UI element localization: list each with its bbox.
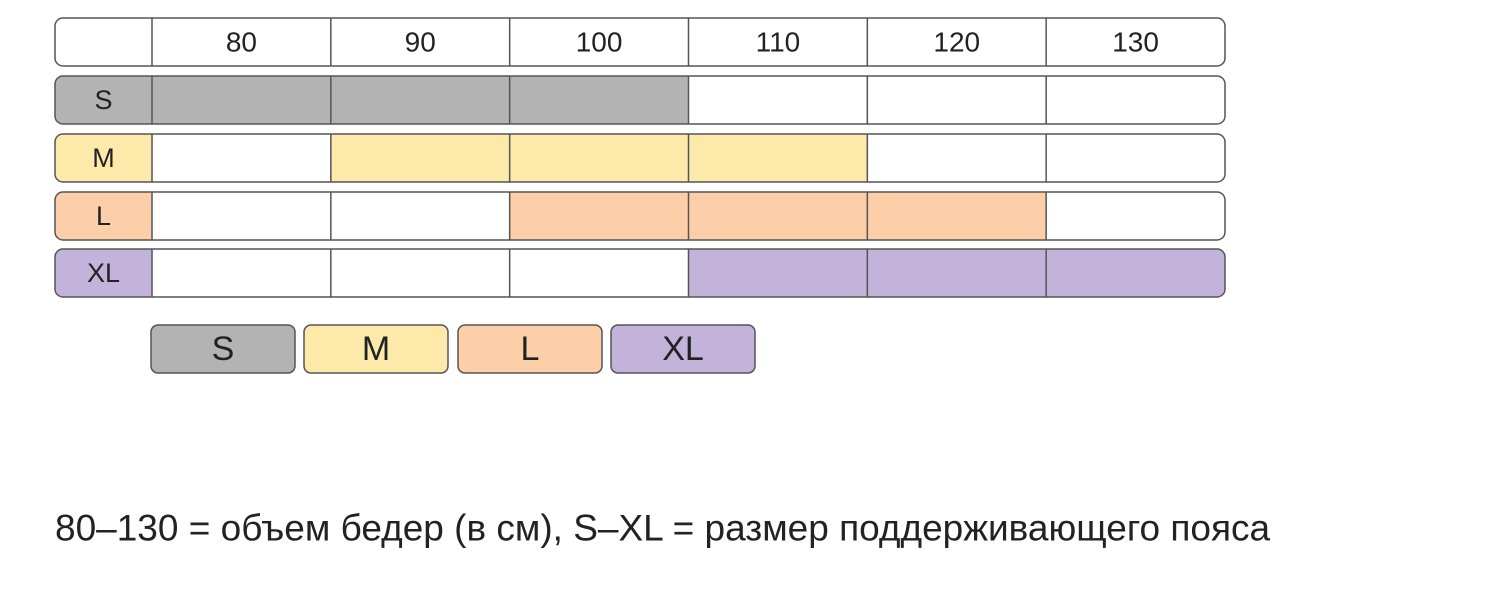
size-cell: [688, 192, 868, 240]
row-label: M: [92, 143, 115, 173]
label-cell: [55, 192, 152, 240]
size-cell: [152, 192, 331, 240]
size-cell: [867, 18, 1047, 66]
column-header: 130: [1112, 27, 1159, 58]
size-cell: [867, 76, 1047, 124]
size-cell: [867, 134, 1047, 182]
label-cell: [55, 134, 152, 182]
size-cell: [509, 134, 689, 182]
row-border: [54, 191, 1226, 241]
size-cell: [688, 76, 868, 124]
column-header: 120: [933, 27, 980, 58]
size-cell: [509, 18, 689, 66]
size-cell: [330, 76, 510, 124]
size-cell: [152, 18, 331, 66]
row-label: L: [96, 201, 111, 231]
caption: 80–130 = объем бедер (в см), S–XL = разм…: [55, 508, 1271, 549]
size-cell: [152, 76, 331, 124]
label-cell: [55, 76, 152, 124]
table-row: [55, 249, 1225, 297]
size-cell: [509, 76, 689, 124]
legend-label: XL: [662, 330, 704, 368]
size-cell: [1046, 76, 1225, 124]
column-header: 80: [226, 27, 257, 58]
row-border: [54, 75, 1226, 125]
legend-box: [457, 324, 603, 374]
label-cell: [55, 18, 152, 66]
size-cell: [509, 192, 689, 240]
legend-label: L: [521, 330, 540, 368]
size-cell: [867, 249, 1047, 297]
label-cell: [55, 249, 152, 297]
legend-box: [150, 324, 296, 374]
legend-box: [610, 324, 756, 374]
size-cell: [688, 134, 868, 182]
table-row: [55, 18, 1225, 66]
table-row: [55, 134, 1225, 182]
table-row: [55, 76, 1225, 124]
size-cell: [330, 18, 510, 66]
legend-box: [303, 324, 449, 374]
size-cell: [330, 192, 510, 240]
row-label: S: [94, 85, 112, 115]
column-header: 90: [405, 27, 436, 58]
legend-label: S: [212, 330, 235, 368]
size-cell: [330, 249, 510, 297]
row-border: [54, 133, 1226, 183]
row-label: XL: [87, 258, 120, 288]
size-cell: [1046, 192, 1225, 240]
legend-label: M: [362, 330, 390, 368]
size-cell: [1046, 249, 1225, 297]
size-cell: [1046, 134, 1225, 182]
row-border: [54, 17, 1226, 67]
size-cell: [152, 249, 331, 297]
size-cell: [152, 134, 331, 182]
table-row: [55, 192, 1225, 240]
size-cell: [688, 18, 868, 66]
size-cell: [509, 249, 689, 297]
size-cell: [867, 192, 1047, 240]
size-cell: [330, 134, 510, 182]
size-cell: [688, 249, 868, 297]
row-border: [54, 248, 1226, 298]
size-cell: [1046, 18, 1225, 66]
column-header: 110: [756, 27, 801, 58]
column-header: 100: [576, 27, 623, 58]
